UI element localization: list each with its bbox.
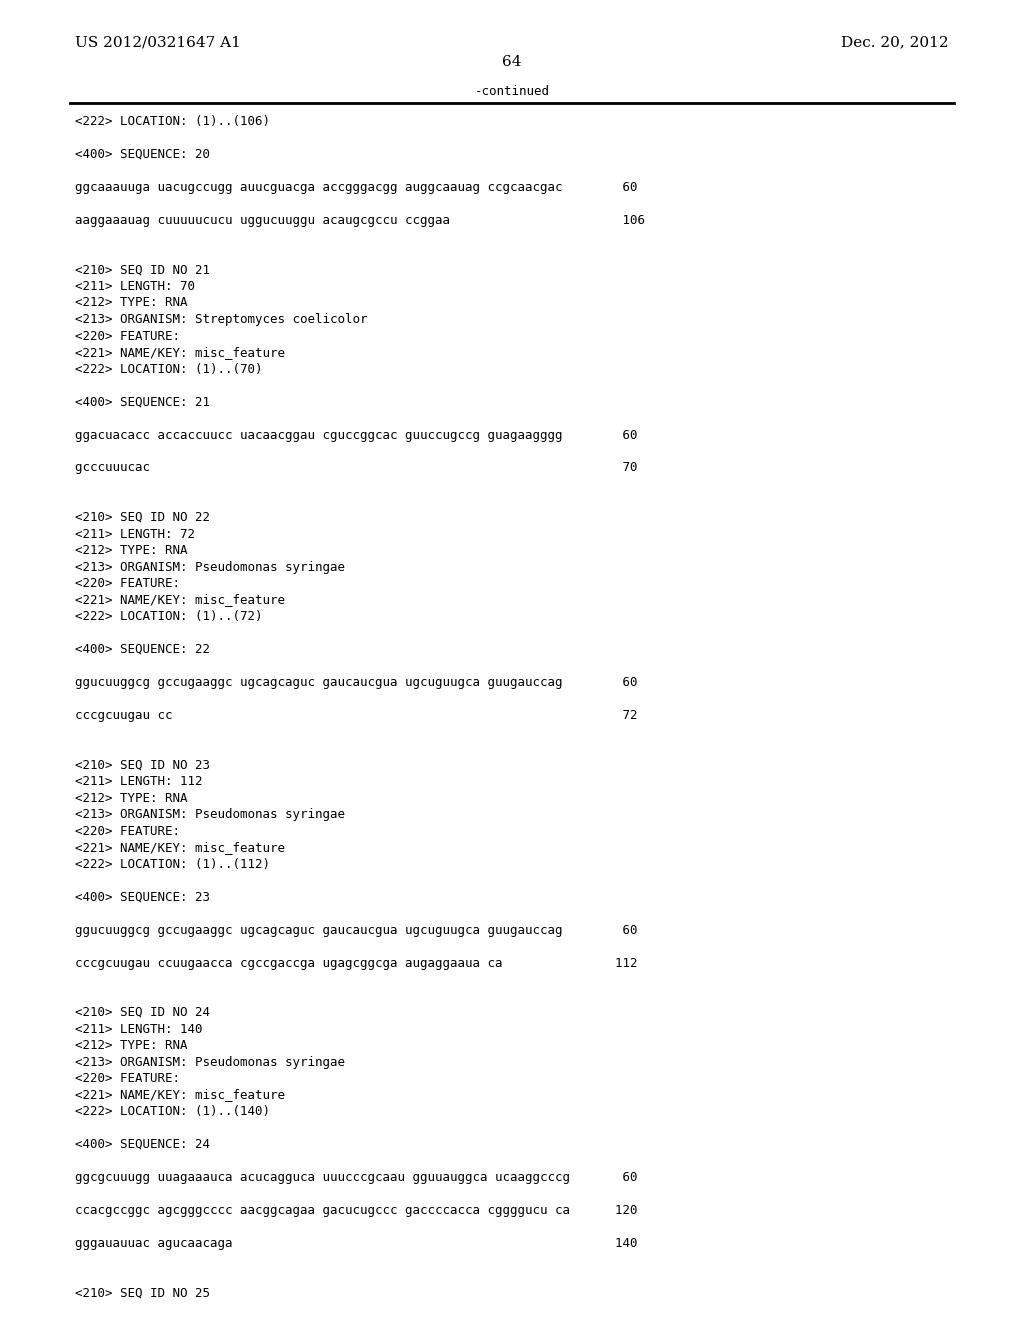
Text: gggauauuac agucaacaga                                                   140: gggauauuac agucaacaga 140 bbox=[75, 1237, 638, 1250]
Text: <400> SEQUENCE: 21: <400> SEQUENCE: 21 bbox=[75, 396, 210, 408]
Text: <210> SEQ ID NO 22: <210> SEQ ID NO 22 bbox=[75, 511, 210, 524]
Text: Dec. 20, 2012: Dec. 20, 2012 bbox=[842, 36, 949, 49]
Text: ggcgcuuugg uuagaaauca acucagguca uuucccgcaau gguuauggca ucaaggcccg       60: ggcgcuuugg uuagaaauca acucagguca uuucccg… bbox=[75, 1171, 638, 1184]
Text: cccgcuugau ccuugaacca cgccgaccga ugagcggcga augaggaaua ca               112: cccgcuugau ccuugaacca cgccgaccga ugagcgg… bbox=[75, 957, 638, 969]
Text: <213> ORGANISM: Pseudomonas syringae: <213> ORGANISM: Pseudomonas syringae bbox=[75, 808, 345, 821]
Text: <222> LOCATION: (1)..(70): <222> LOCATION: (1)..(70) bbox=[75, 363, 262, 375]
Text: 64: 64 bbox=[502, 55, 522, 69]
Text: <222> LOCATION: (1)..(72): <222> LOCATION: (1)..(72) bbox=[75, 610, 262, 623]
Text: <211> LENGTH: 72: <211> LENGTH: 72 bbox=[75, 528, 195, 540]
Text: <210> SEQ ID NO 25: <210> SEQ ID NO 25 bbox=[75, 1287, 210, 1299]
Text: gcccuuucac                                                               70: gcccuuucac 70 bbox=[75, 462, 638, 474]
Text: <220> FEATURE:: <220> FEATURE: bbox=[75, 577, 180, 590]
Text: ggcaaauuga uacugccugg auucguacga accgggacgg auggcaauag ccgcaacgac        60: ggcaaauuga uacugccugg auucguacga accggga… bbox=[75, 181, 638, 194]
Text: ggacuacacc accaccuucc uacaacggau cguccggcac guuccugccg guagaagggg        60: ggacuacacc accaccuucc uacaacggau cguccgg… bbox=[75, 429, 638, 441]
Text: <400> SEQUENCE: 20: <400> SEQUENCE: 20 bbox=[75, 148, 210, 161]
Text: ggucuuggcg gccugaaggc ugcagcaguc gaucaucgua ugcuguugca guugauccag        60: ggucuuggcg gccugaaggc ugcagcaguc gaucauc… bbox=[75, 676, 638, 689]
Text: <221> NAME/KEY: misc_feature: <221> NAME/KEY: misc_feature bbox=[75, 346, 285, 359]
Text: <210> SEQ ID NO 24: <210> SEQ ID NO 24 bbox=[75, 1006, 210, 1019]
Text: <212> TYPE: RNA: <212> TYPE: RNA bbox=[75, 792, 187, 804]
Text: <212> TYPE: RNA: <212> TYPE: RNA bbox=[75, 1039, 187, 1052]
Text: <220> FEATURE:: <220> FEATURE: bbox=[75, 1072, 180, 1085]
Text: <222> LOCATION: (1)..(106): <222> LOCATION: (1)..(106) bbox=[75, 115, 270, 128]
Text: <213> ORGANISM: Pseudomonas syringae: <213> ORGANISM: Pseudomonas syringae bbox=[75, 1056, 345, 1068]
Text: <212> TYPE: RNA: <212> TYPE: RNA bbox=[75, 544, 187, 557]
Text: <212> TYPE: RNA: <212> TYPE: RNA bbox=[75, 297, 187, 309]
Text: <220> FEATURE:: <220> FEATURE: bbox=[75, 330, 180, 342]
Text: <400> SEQUENCE: 24: <400> SEQUENCE: 24 bbox=[75, 1138, 210, 1151]
Text: <222> LOCATION: (1)..(112): <222> LOCATION: (1)..(112) bbox=[75, 858, 270, 870]
Text: <211> LENGTH: 70: <211> LENGTH: 70 bbox=[75, 280, 195, 293]
Text: cccgcuugau cc                                                            72: cccgcuugau cc 72 bbox=[75, 709, 638, 722]
Text: US 2012/0321647 A1: US 2012/0321647 A1 bbox=[75, 36, 241, 49]
Text: <221> NAME/KEY: misc_feature: <221> NAME/KEY: misc_feature bbox=[75, 841, 285, 854]
Text: ccacgccggc agcgggcccc aacggcagaa gacucugccc gaccccacca cggggucu ca      120: ccacgccggc agcgggcccc aacggcagaa gacucug… bbox=[75, 1204, 638, 1217]
Text: -continued: -continued bbox=[474, 84, 550, 98]
Text: <400> SEQUENCE: 23: <400> SEQUENCE: 23 bbox=[75, 891, 210, 903]
Text: aaggaaauag cuuuuucucu uggucuuggu acaugcgccu ccggaa                       106: aaggaaauag cuuuuucucu uggucuuggu acaugcg… bbox=[75, 214, 645, 227]
Text: ggucuuggcg gccugaaggc ugcagcaguc gaucaucgua ugcuguugca guugauccag        60: ggucuuggcg gccugaaggc ugcagcaguc gaucauc… bbox=[75, 924, 638, 936]
Text: <221> NAME/KEY: misc_feature: <221> NAME/KEY: misc_feature bbox=[75, 594, 285, 606]
Text: <221> NAME/KEY: misc_feature: <221> NAME/KEY: misc_feature bbox=[75, 1089, 285, 1101]
Text: <400> SEQUENCE: 22: <400> SEQUENCE: 22 bbox=[75, 643, 210, 656]
Text: <210> SEQ ID NO 23: <210> SEQ ID NO 23 bbox=[75, 759, 210, 771]
Text: <222> LOCATION: (1)..(140): <222> LOCATION: (1)..(140) bbox=[75, 1105, 270, 1118]
Text: <211> LENGTH: 140: <211> LENGTH: 140 bbox=[75, 1023, 203, 1035]
Text: <210> SEQ ID NO 21: <210> SEQ ID NO 21 bbox=[75, 264, 210, 276]
Text: <213> ORGANISM: Pseudomonas syringae: <213> ORGANISM: Pseudomonas syringae bbox=[75, 561, 345, 573]
Text: <220> FEATURE:: <220> FEATURE: bbox=[75, 825, 180, 837]
Text: <211> LENGTH: 112: <211> LENGTH: 112 bbox=[75, 775, 203, 788]
Text: <213> ORGANISM: Streptomyces coelicolor: <213> ORGANISM: Streptomyces coelicolor bbox=[75, 313, 368, 326]
